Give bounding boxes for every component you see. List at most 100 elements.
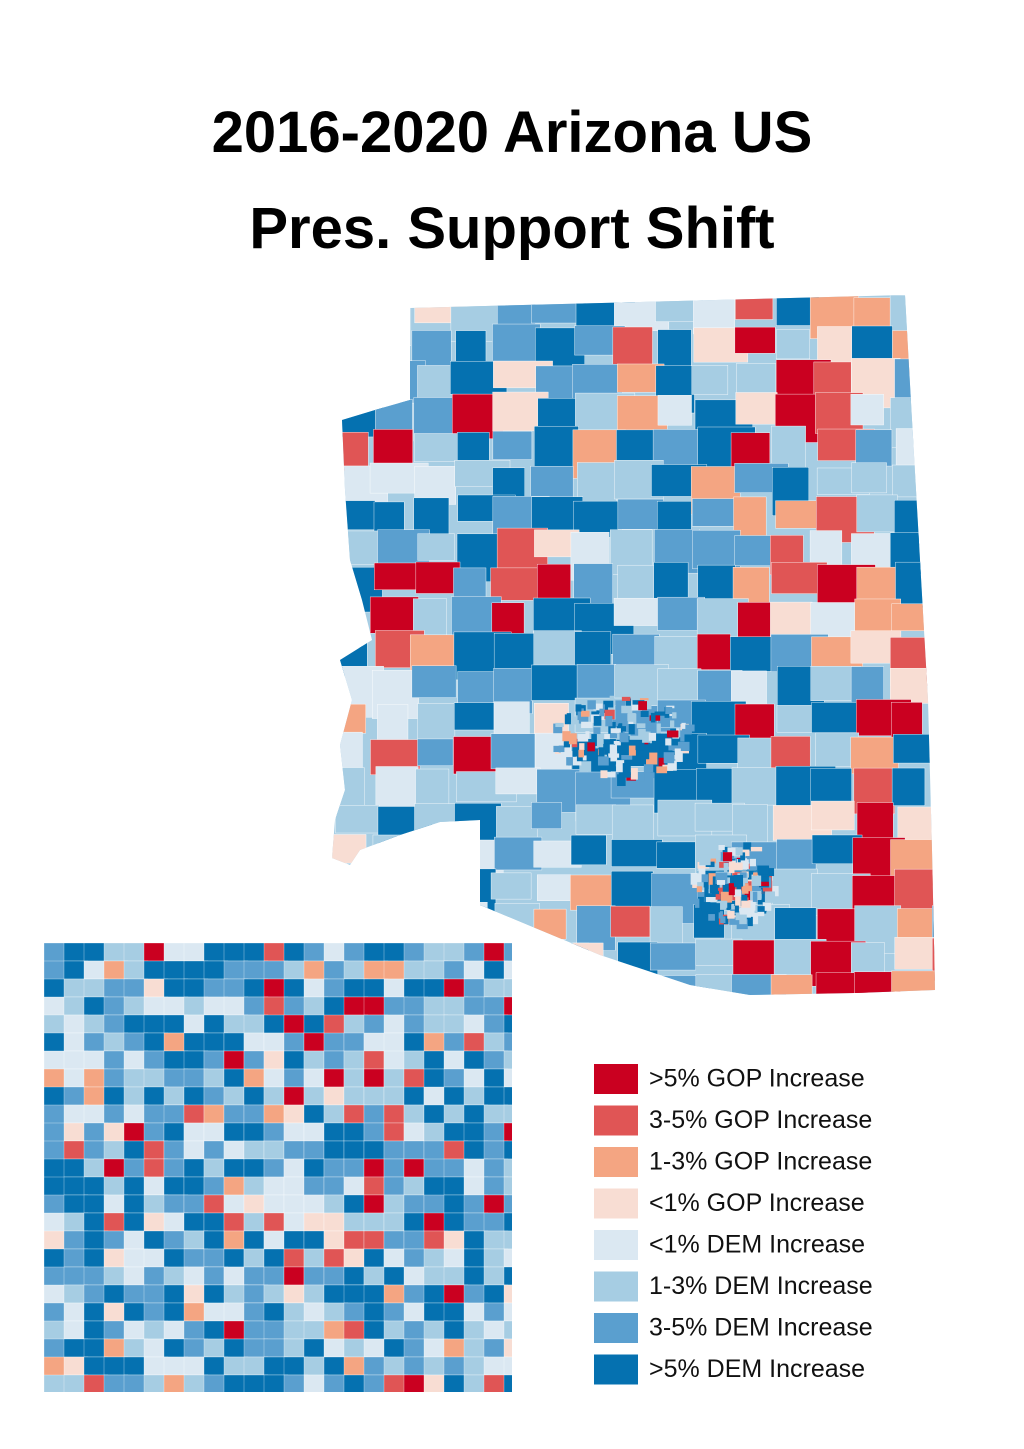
precinct	[639, 772, 645, 782]
precinct	[850, 394, 884, 426]
precinct	[490, 733, 536, 770]
precinct	[243, 1230, 265, 1250]
precinct	[735, 392, 778, 425]
precinct	[931, 461, 935, 499]
precinct	[697, 896, 704, 909]
precinct	[728, 861, 735, 874]
precinct	[203, 1194, 225, 1214]
precinct	[581, 721, 593, 729]
legend-swatch	[594, 1271, 638, 1302]
precinct	[374, 562, 421, 591]
precinct	[566, 713, 571, 723]
precinct	[936, 329, 988, 369]
precinct	[243, 1032, 265, 1052]
precinct	[692, 529, 741, 570]
precinct	[674, 748, 681, 756]
precinct	[653, 562, 689, 600]
legend-swatch	[594, 1354, 638, 1385]
precinct	[811, 800, 855, 831]
precinct	[627, 713, 636, 725]
precinct	[383, 1068, 405, 1088]
precinct	[625, 698, 631, 709]
precinct	[628, 724, 635, 735]
precinct	[578, 712, 589, 724]
legend-label: 1-3% DEM Increase	[649, 1272, 873, 1300]
precinct	[740, 852, 746, 861]
precinct	[243, 1122, 265, 1142]
precinct	[183, 1248, 205, 1268]
precinct	[303, 1158, 325, 1178]
precinct	[613, 975, 644, 995]
precinct	[403, 1158, 425, 1178]
precinct	[303, 1284, 325, 1304]
legend-label: <1% GOP Increase	[649, 1189, 865, 1217]
precinct	[850, 736, 899, 775]
precinct	[716, 880, 726, 885]
precinct	[403, 1194, 425, 1214]
precinct	[303, 1104, 325, 1124]
precinct	[369, 596, 419, 634]
precinct	[455, 330, 487, 366]
precinct	[263, 1014, 285, 1034]
precinct	[410, 840, 446, 885]
precinct	[933, 426, 935, 460]
precinct	[695, 898, 700, 908]
title-line: Pres. Support Shift	[249, 196, 774, 261]
precinct	[163, 1194, 185, 1214]
precinct	[600, 770, 608, 779]
precinct	[531, 664, 586, 701]
precinct	[243, 1140, 265, 1160]
precinct	[263, 1158, 285, 1178]
precinct	[553, 723, 563, 734]
precinct	[743, 842, 752, 851]
precinct	[492, 467, 525, 498]
precinct	[668, 745, 680, 752]
precinct	[263, 1176, 285, 1196]
precinct	[935, 736, 971, 766]
precinct	[263, 1032, 285, 1052]
precinct	[568, 733, 577, 745]
precinct	[332, 431, 369, 471]
precinct	[377, 905, 419, 934]
precinct	[897, 806, 935, 842]
precinct	[728, 854, 741, 862]
precinct	[263, 1230, 285, 1250]
precinct	[722, 846, 732, 853]
precinct	[572, 942, 604, 983]
precinct	[716, 900, 728, 908]
precinct	[533, 908, 567, 940]
precinct	[323, 1194, 345, 1214]
precinct	[283, 1050, 305, 1070]
precinct	[631, 700, 642, 711]
legend-label: >5% DEM Increase	[649, 1355, 865, 1383]
precinct	[203, 1068, 225, 1088]
precinct	[363, 1050, 385, 1070]
precinct	[648, 728, 658, 734]
precinct	[283, 1230, 305, 1250]
precinct	[736, 885, 742, 894]
precinct	[612, 719, 619, 725]
precinct	[203, 1266, 225, 1286]
precinct	[611, 839, 663, 867]
precinct	[593, 727, 601, 735]
precinct	[403, 1122, 425, 1142]
precinct	[283, 1068, 305, 1088]
precinct	[454, 702, 495, 731]
precinct	[370, 325, 404, 377]
precinct	[243, 1158, 265, 1178]
precinct	[735, 896, 741, 907]
precinct	[579, 743, 585, 751]
precinct	[621, 755, 633, 760]
precinct	[560, 750, 573, 760]
precinct	[323, 1032, 345, 1052]
precinct	[303, 1230, 325, 1250]
precinct	[243, 1086, 265, 1106]
precinct	[332, 869, 364, 916]
precinct	[343, 1176, 365, 1196]
precinct	[727, 911, 735, 919]
precinct	[677, 741, 690, 752]
precinct	[735, 295, 774, 320]
precinct	[648, 732, 657, 741]
precinct	[575, 704, 582, 712]
precinct	[656, 723, 661, 734]
